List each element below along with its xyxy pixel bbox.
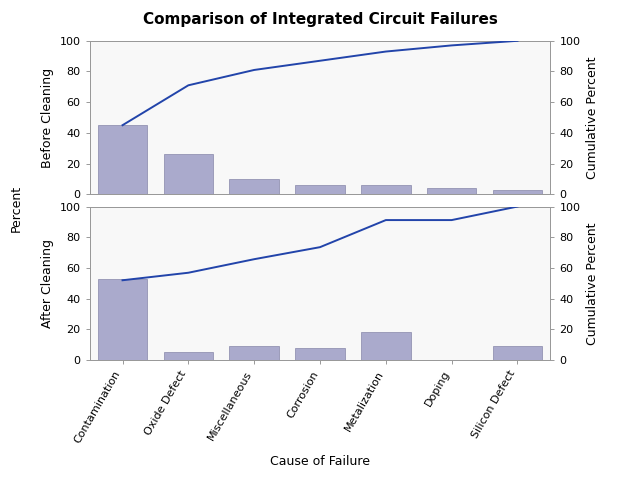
Bar [295,348,345,360]
Y-axis label: Before Cleaning: Before Cleaning [41,68,54,168]
Bar [98,279,147,360]
Bar [493,346,542,360]
Y-axis label: Cumulative Percent: Cumulative Percent [586,222,599,345]
Y-axis label: Cumulative Percent: Cumulative Percent [586,56,599,179]
Text: Percent: Percent [10,185,22,232]
Bar [295,185,345,194]
Bar [427,188,476,194]
Text: Cause of Failure: Cause of Failure [270,455,370,468]
Bar [493,190,542,194]
Bar [230,179,279,194]
Bar [230,346,279,360]
Bar [361,332,410,360]
Bar [164,155,213,194]
Bar [361,185,410,194]
Y-axis label: After Cleaning: After Cleaning [41,239,54,328]
Text: Comparison of Integrated Circuit Failures: Comparison of Integrated Circuit Failure… [143,12,497,27]
Bar [98,125,147,194]
Bar [164,352,213,360]
